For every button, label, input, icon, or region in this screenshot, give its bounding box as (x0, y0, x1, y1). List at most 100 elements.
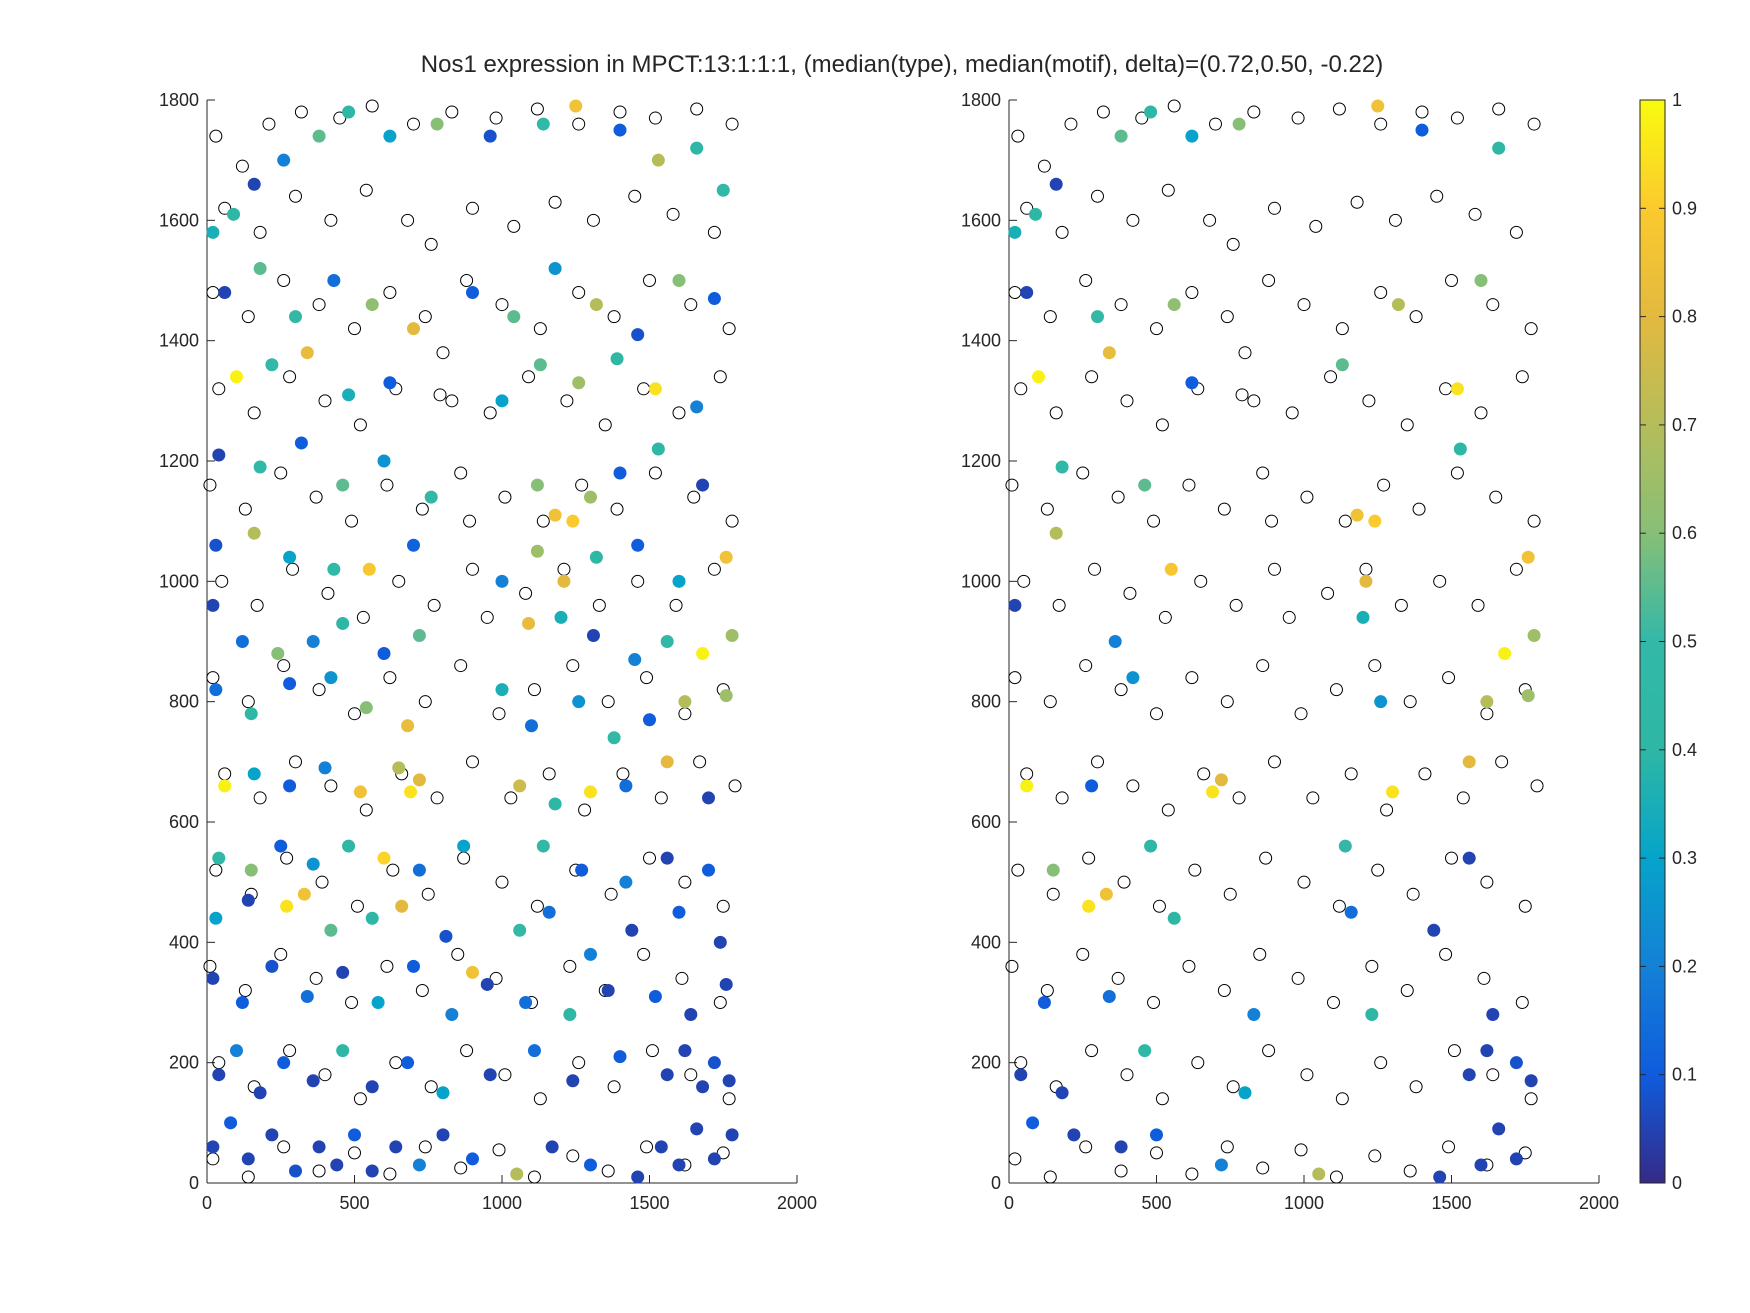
open-point (483, 406, 497, 420)
expression-point (589, 298, 603, 312)
open-point (1217, 502, 1231, 516)
expression-point (1335, 358, 1349, 372)
open-point (616, 767, 630, 781)
expression-point (1206, 785, 1220, 799)
y-tick-label: 1800 (159, 90, 199, 110)
expression-point (572, 695, 586, 709)
open-point (1324, 370, 1338, 384)
expression-point (536, 117, 550, 131)
expression-point (690, 400, 704, 414)
open-point (1229, 598, 1243, 612)
expression-point (696, 478, 710, 492)
expression-point (660, 1068, 674, 1082)
expression-point (619, 779, 633, 793)
open-point (1480, 875, 1494, 889)
expression-point (1415, 123, 1429, 137)
open-point (277, 659, 291, 673)
expression-point (1368, 514, 1382, 528)
expression-point (312, 129, 326, 143)
expression-point (1462, 1068, 1476, 1082)
open-point (613, 105, 627, 119)
expression-point (395, 899, 409, 913)
open-point (1515, 370, 1529, 384)
expression-point (1480, 1044, 1494, 1058)
open-point (415, 983, 429, 997)
open-point (628, 189, 642, 203)
expression-point (348, 1128, 361, 1142)
open-point (1262, 274, 1276, 287)
expression-point (212, 1068, 226, 1082)
open-point (209, 129, 223, 143)
expression-point (613, 466, 627, 480)
open-point (533, 1092, 547, 1106)
open-point (454, 466, 468, 480)
open-point (566, 659, 580, 673)
expression-point (206, 1140, 220, 1154)
expression-point (1114, 1140, 1128, 1154)
expression-point (1356, 610, 1370, 624)
expression-point (407, 538, 420, 552)
open-point (383, 286, 397, 300)
open-point (498, 1068, 512, 1082)
expression-point (359, 701, 373, 715)
colorbar-tick-label: 0.3 (1672, 848, 1697, 868)
expression-point (678, 695, 692, 709)
expression-point (412, 863, 426, 877)
open-circle-series (203, 99, 742, 1184)
open-point (1020, 767, 1034, 781)
y-tick-label: 1400 (159, 331, 199, 351)
expression-point (631, 328, 645, 342)
open-point (672, 406, 686, 420)
expression-point (1008, 225, 1022, 239)
open-point (460, 1044, 474, 1058)
expression-point (530, 478, 544, 492)
expression-point (436, 1128, 450, 1142)
open-point (489, 971, 503, 985)
open-point (1014, 382, 1028, 396)
open-point (1079, 659, 1093, 673)
expression-point (300, 989, 314, 1003)
x-tick-label: 500 (339, 1193, 369, 1213)
open-point (1306, 791, 1320, 805)
open-point (466, 201, 479, 215)
y-tick-label: 1800 (961, 90, 1001, 110)
open-point (480, 610, 494, 624)
open-point (1486, 1068, 1500, 1082)
open-point (1017, 574, 1031, 588)
expression-point (1082, 899, 1096, 913)
open-point (1182, 478, 1196, 492)
expression-point (672, 574, 686, 588)
open-point (1194, 574, 1208, 588)
expression-point (1126, 671, 1140, 685)
open-point (415, 502, 429, 516)
expression-point (1150, 1128, 1163, 1142)
open-point (1043, 310, 1057, 324)
expression-point (342, 839, 356, 853)
open-point (1155, 418, 1169, 432)
open-point (1005, 478, 1019, 492)
open-point (690, 102, 704, 116)
open-point (1150, 1146, 1163, 1160)
open-point (1524, 322, 1538, 336)
open-point (1400, 983, 1414, 997)
open-point (560, 394, 574, 408)
open-point (209, 863, 223, 877)
expression-point (1427, 923, 1441, 937)
x-tick-label: 1000 (1284, 1193, 1324, 1213)
x-tick-label: 500 (1141, 1193, 1171, 1213)
open-point (312, 683, 326, 697)
open-point (728, 779, 742, 793)
expression-point (628, 653, 642, 667)
open-point (519, 586, 533, 600)
open-point (1518, 1146, 1532, 1160)
open-point (445, 105, 459, 119)
expression-point (404, 785, 418, 799)
open-point (598, 418, 612, 432)
expression-point (672, 1158, 686, 1172)
open-point (321, 586, 335, 600)
expression-point (306, 857, 320, 871)
expression-point (1102, 346, 1116, 360)
open-point (1344, 767, 1358, 781)
open-point (693, 755, 707, 769)
expression-point (1164, 562, 1178, 576)
